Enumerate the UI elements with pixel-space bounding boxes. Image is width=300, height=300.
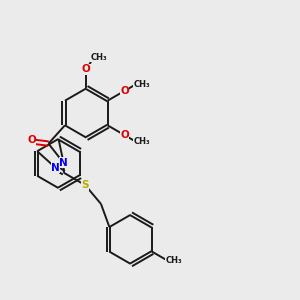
Text: N: N — [59, 158, 68, 168]
Text: N: N — [51, 163, 60, 173]
Text: O: O — [82, 64, 91, 74]
Text: O: O — [120, 86, 129, 97]
Text: CH₃: CH₃ — [134, 137, 150, 146]
Text: CH₃: CH₃ — [166, 256, 182, 266]
Text: CH₃: CH₃ — [134, 80, 150, 88]
Text: S: S — [81, 180, 89, 190]
Text: CH₃: CH₃ — [91, 53, 107, 62]
Text: O: O — [27, 135, 36, 145]
Text: O: O — [120, 130, 129, 140]
